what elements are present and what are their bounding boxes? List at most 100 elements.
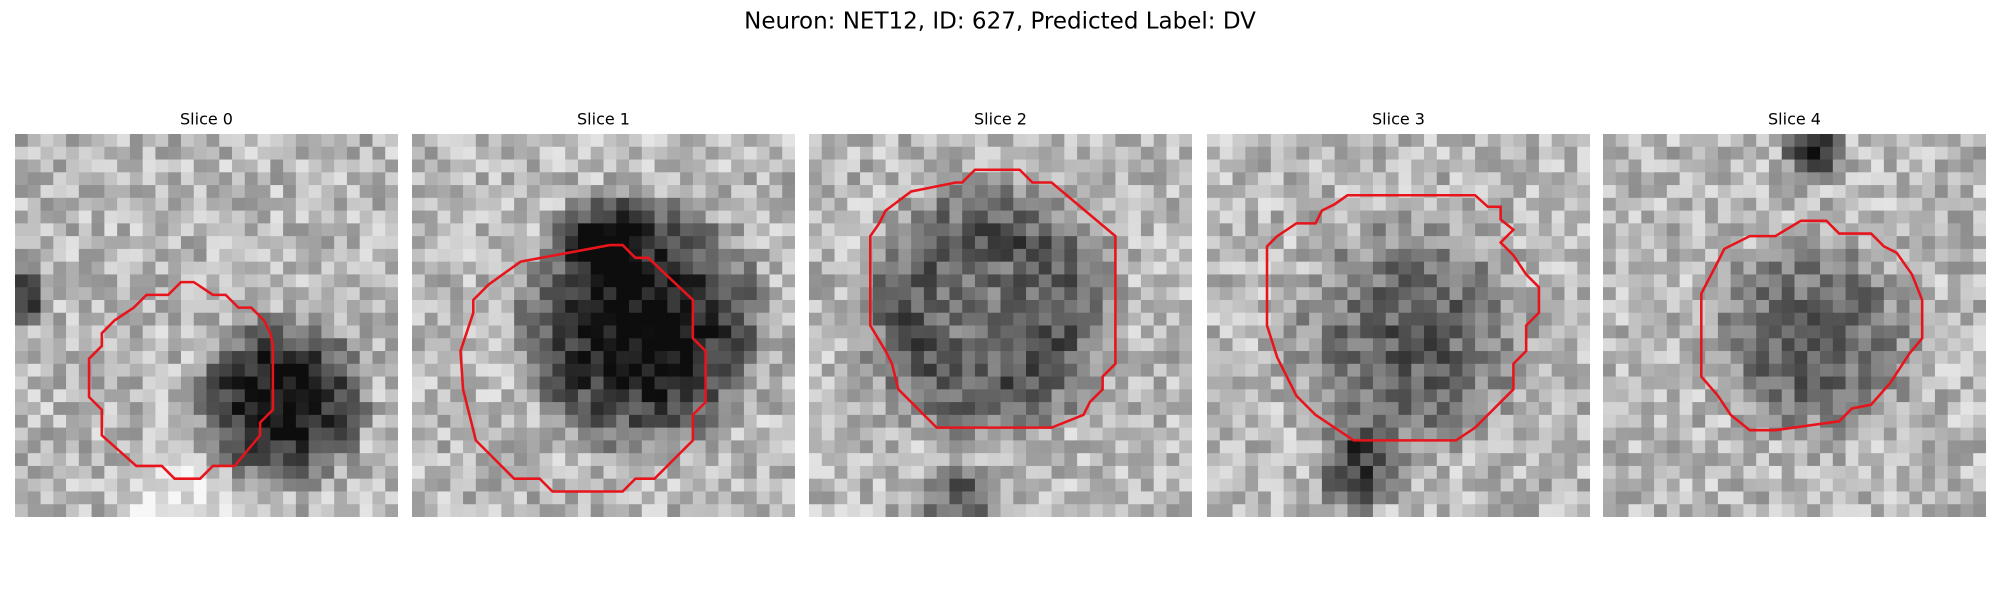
pixel [949, 159, 963, 173]
pixel [450, 453, 464, 467]
pixel [756, 312, 770, 327]
pixel [514, 478, 528, 492]
pixel [1615, 465, 1630, 480]
pixel [1832, 134, 1847, 148]
pixel [1153, 248, 1167, 263]
pixel [1283, 236, 1297, 250]
pixel [1077, 236, 1091, 250]
pixel [1628, 338, 1642, 352]
pixel [680, 402, 694, 416]
pixel [1128, 299, 1142, 314]
pixel [1385, 465, 1400, 480]
pixel [1051, 248, 1065, 263]
pixel [15, 376, 29, 390]
pixel [1153, 287, 1167, 301]
pixel [1922, 414, 1936, 429]
pixel [1871, 248, 1885, 263]
pixel [450, 236, 464, 250]
pixel [565, 338, 579, 352]
pixel [180, 134, 195, 148]
pixel [53, 363, 67, 378]
pixel [1743, 363, 1757, 378]
pixel [1615, 248, 1630, 263]
pixel [1526, 210, 1540, 224]
pixel [641, 312, 656, 327]
pixel [590, 491, 605, 505]
pixel [334, 376, 348, 390]
pixel [872, 414, 887, 429]
pixel [206, 504, 220, 517]
pixel [1577, 453, 1590, 467]
pixel [1436, 376, 1451, 390]
pixel [974, 376, 989, 390]
pixel [1051, 440, 1065, 454]
pixel [91, 491, 105, 505]
pixel [463, 351, 477, 365]
pixel [1360, 197, 1374, 212]
pixel [437, 236, 451, 250]
pixel [1756, 465, 1770, 480]
pixel [1153, 363, 1167, 378]
pixel [1717, 414, 1732, 429]
pixel [334, 414, 348, 429]
pixel [1909, 159, 1923, 173]
pixel [206, 351, 220, 365]
pixel [1000, 197, 1014, 212]
pixel [1334, 376, 1348, 390]
pixel [270, 197, 284, 212]
pixel [743, 197, 758, 212]
pixel [809, 274, 823, 288]
pixel [1603, 172, 1617, 186]
pixel [872, 248, 887, 263]
pixel [1628, 210, 1642, 224]
pixel [898, 325, 912, 339]
pixel [53, 478, 67, 492]
pixel [206, 414, 220, 429]
pixel [1296, 325, 1310, 339]
pixel [180, 478, 195, 492]
pixel [475, 478, 490, 492]
pixel [1973, 312, 1986, 327]
pixel [718, 274, 732, 288]
pixel [219, 351, 233, 365]
pixel [142, 491, 156, 505]
pixel [847, 465, 861, 480]
pixel [936, 478, 950, 492]
pixel [1909, 210, 1923, 224]
pixel [1717, 223, 1732, 237]
pixel [1909, 465, 1923, 480]
pixel [1641, 427, 1655, 441]
pixel [1089, 376, 1104, 390]
pixel [1896, 504, 1910, 517]
pixel [1768, 197, 1783, 212]
pixel [1038, 504, 1053, 517]
pixel [821, 453, 836, 467]
pixel [232, 261, 246, 275]
pixel [270, 287, 284, 301]
pixel [308, 261, 322, 275]
pixel [1026, 312, 1040, 327]
pixel [1730, 465, 1744, 480]
pixel [885, 453, 899, 467]
pixel [590, 389, 605, 403]
pixel [1730, 197, 1744, 212]
pixel [987, 236, 1002, 250]
pixel [1947, 338, 1961, 352]
pixel [872, 402, 887, 416]
pixel [1845, 261, 1859, 275]
pixel [616, 261, 630, 275]
pixel [295, 465, 310, 480]
pixel [756, 223, 770, 237]
pixel [372, 287, 386, 301]
pixel [769, 491, 783, 505]
pixel [1756, 146, 1770, 161]
pixel [1296, 427, 1310, 441]
pixel [1743, 338, 1757, 352]
pixel [1730, 363, 1744, 378]
pixel [1794, 465, 1808, 480]
pixel [346, 465, 361, 480]
pixel [1500, 185, 1514, 199]
pixel [987, 248, 1002, 263]
pixel [437, 440, 451, 454]
pixel [1781, 478, 1796, 492]
